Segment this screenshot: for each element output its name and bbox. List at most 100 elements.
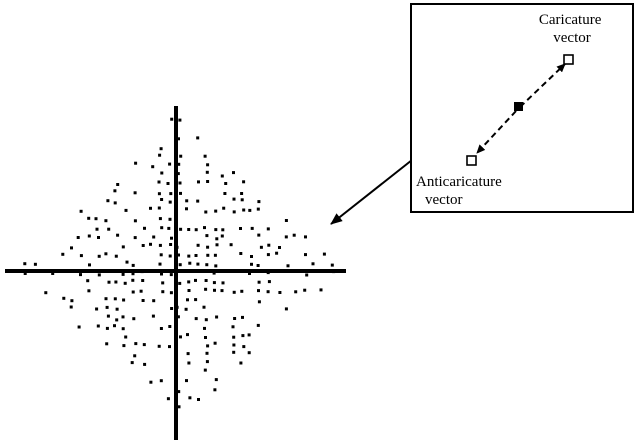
scatter-point (205, 263, 209, 267)
scatter-point (77, 325, 81, 329)
scatter-point (232, 171, 235, 175)
scatter-point (220, 289, 224, 293)
scatter-point (169, 273, 173, 277)
veridical-face-point (514, 102, 523, 111)
scatter-point (257, 200, 261, 204)
scatter-point (133, 236, 137, 240)
scatter-point (113, 324, 116, 328)
scatter-point (177, 405, 181, 409)
scatter-point (286, 264, 290, 268)
scatter-point (257, 289, 260, 293)
scatter-point (266, 253, 270, 257)
scatter-point (215, 243, 219, 247)
scatter-point (179, 154, 183, 158)
scatter-point (304, 253, 307, 257)
scatter-point (221, 228, 225, 232)
scatter-point (177, 253, 180, 257)
scatter-point (104, 297, 108, 301)
zoom-pointer-arrow (330, 159, 413, 225)
scatter-point (115, 307, 119, 311)
scatter-point (122, 344, 126, 348)
scatter-point (178, 181, 182, 185)
scatter-point (232, 335, 236, 339)
scatter-point (206, 344, 210, 348)
scatter-point (232, 290, 236, 294)
scatter-point (303, 288, 307, 292)
scatter-point (159, 379, 163, 383)
scatter-point (132, 317, 136, 321)
scatter-point (178, 281, 182, 285)
scatter-point (214, 228, 218, 232)
scatter-point (196, 262, 200, 266)
scatter-point (97, 254, 101, 258)
scatter-point (116, 233, 120, 237)
scatter-point (152, 299, 156, 303)
scatter-point (160, 272, 163, 276)
scatter-point (105, 342, 109, 346)
caricature-label: Caricature vector (539, 12, 605, 46)
scatter-point (241, 334, 245, 338)
scatter-point (159, 147, 163, 151)
scatter-point (121, 315, 125, 319)
scatter-point (104, 252, 108, 256)
scatter-point (131, 278, 135, 282)
caricature-point (563, 54, 574, 65)
scatter-point (113, 189, 117, 193)
scatter-point (250, 226, 254, 230)
scatter-point (157, 344, 161, 348)
scatter-point (169, 192, 173, 196)
scatter-point (231, 325, 235, 329)
scatter-point (94, 217, 98, 221)
scatter-point (23, 262, 27, 266)
scatter-point (104, 219, 108, 223)
scatter-point (88, 263, 91, 267)
scatter-point (114, 280, 118, 284)
scatter-point (319, 288, 323, 292)
scatter-point (131, 263, 135, 267)
anticaricature-label-line1: Anticaricature (416, 174, 502, 190)
scatter-point (186, 298, 189, 302)
scatter-point (149, 242, 152, 246)
scatter-point (213, 288, 216, 292)
scatter-point (159, 327, 163, 330)
inset-frame (410, 3, 634, 213)
face-space-scatter (23, 117, 336, 409)
scatter-point (158, 243, 162, 247)
scatter-point (134, 161, 138, 165)
scatter-point (232, 210, 236, 214)
scatter-point (87, 234, 91, 238)
scatter-point (168, 162, 172, 166)
scatter-point (157, 206, 161, 210)
scatter-point (186, 333, 189, 337)
scatter-point (266, 227, 270, 231)
scatter-point (95, 307, 99, 311)
scatter-point (169, 291, 173, 295)
scatter-point (159, 253, 163, 257)
scatter-point (113, 297, 117, 301)
scatter-point (223, 192, 227, 195)
scatter-point (167, 226, 171, 230)
scatter-point (220, 234, 224, 238)
scatter-point (194, 317, 198, 321)
scatter-point (124, 208, 128, 212)
scatter-point (247, 351, 251, 355)
scatter-point (213, 253, 217, 257)
scatter-point (330, 263, 334, 267)
scatter-point (70, 246, 73, 250)
scatter-point (166, 182, 170, 185)
scatter-point (215, 315, 219, 319)
scatter-point (87, 216, 91, 220)
scatter-point (184, 307, 188, 311)
scatter-point (62, 296, 66, 300)
scatter-point (204, 279, 208, 282)
scatter-point (204, 210, 208, 214)
scatter-point (206, 163, 210, 167)
scatter-point (168, 254, 172, 258)
scatter-point (149, 206, 152, 210)
scatter-point (79, 273, 82, 277)
scatter-point (194, 298, 198, 302)
scatter-point (194, 254, 198, 257)
scatter-point (197, 398, 200, 401)
